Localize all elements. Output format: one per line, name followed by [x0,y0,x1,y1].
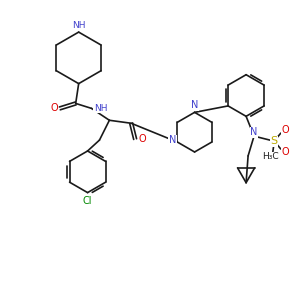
Text: O: O [282,147,290,157]
Text: N: N [191,100,198,110]
Text: O: O [50,103,58,113]
Text: O: O [138,134,146,144]
Text: S: S [270,136,278,146]
Text: NH: NH [72,21,86,30]
Text: N: N [169,135,176,145]
Text: Cl: Cl [83,196,92,206]
Text: H₃C: H₃C [262,152,279,161]
Text: NH: NH [94,104,107,113]
Text: N: N [250,127,258,137]
Text: O: O [282,125,290,135]
